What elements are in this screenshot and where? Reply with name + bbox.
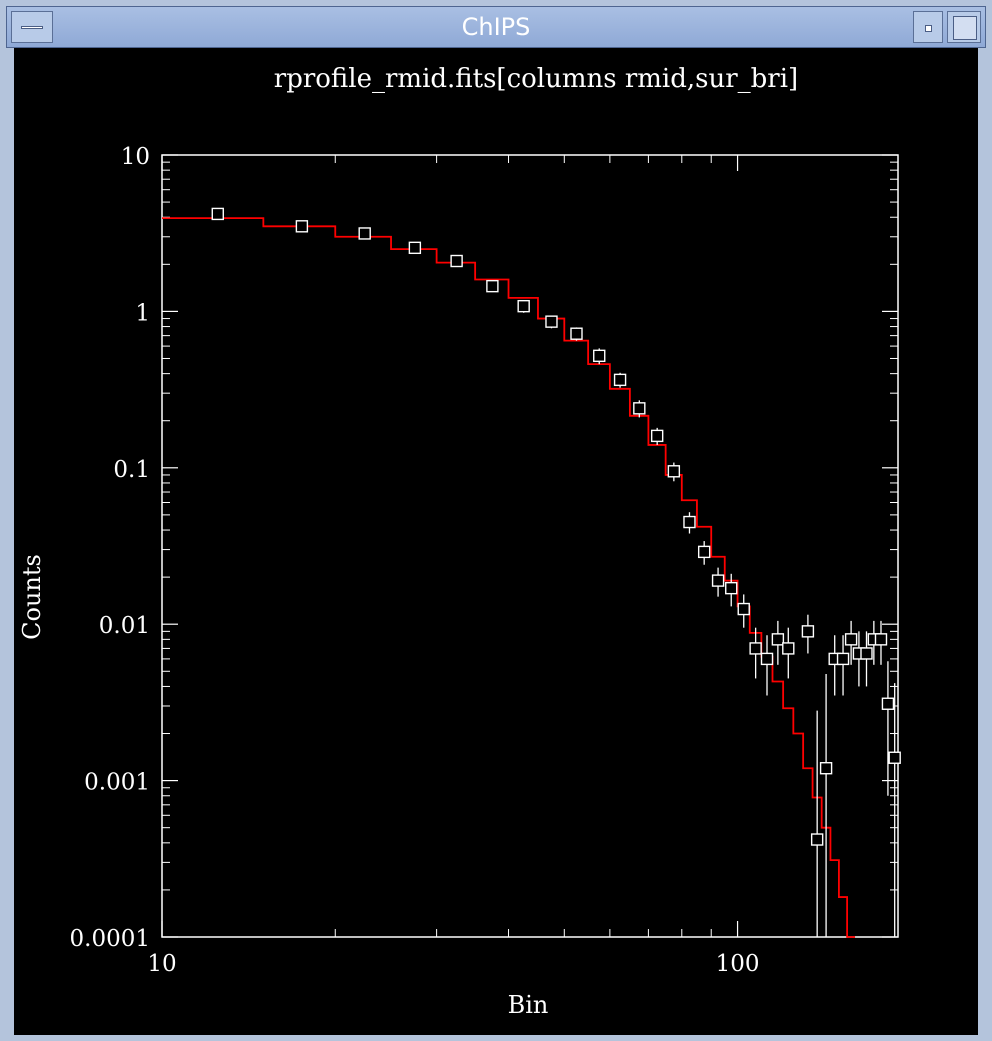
data-point-marker — [545, 315, 558, 328]
maximize-button[interactable] — [947, 11, 981, 43]
y-tick-label: 10 — [121, 144, 150, 170]
data-point-marker — [408, 241, 422, 255]
data-point-marker — [358, 227, 371, 240]
plot-frame — [161, 154, 899, 938]
chart-svg: rprofile_rmid.fits[columns rmid,sur_bri]… — [18, 64, 901, 1019]
data-point-marker — [819, 762, 833, 775]
data-point-marker — [683, 515, 696, 529]
data-point-marker — [749, 642, 762, 655]
data-point-marker — [760, 652, 774, 666]
data-point-marker — [888, 751, 901, 764]
y-axis-label: Counts — [18, 554, 46, 640]
data-point-marker — [782, 642, 795, 655]
data-point-marker — [836, 652, 850, 666]
title-bar[interactable]: ChIPS — [6, 6, 986, 48]
y-tick-label: 1 — [135, 300, 150, 326]
y-tick-label: 0.01 — [99, 613, 150, 639]
x-tick-label: 10 — [147, 951, 176, 977]
data-point-marker — [593, 349, 606, 363]
axes-group: 0.0001 0.001 0.01 0.1 1 10 10 100 — [70, 144, 899, 977]
data-point-marker — [450, 254, 463, 268]
chart-title: rprofile_rmid.fits[columns rmid,sur_bri] — [274, 64, 798, 94]
minimize-button[interactable] — [913, 11, 943, 43]
data-point-marker — [711, 574, 725, 587]
window-title: ChIPS — [461, 13, 531, 41]
data-point-marker — [801, 625, 815, 638]
data-point-marker — [725, 581, 738, 595]
data-point-marker — [517, 299, 530, 313]
data-point-marker — [771, 633, 785, 646]
x-tick-label: 100 — [716, 951, 760, 977]
data-point-marker — [633, 402, 646, 415]
y-tick-label: 0.0001 — [70, 926, 150, 952]
data-points-group — [211, 207, 901, 937]
minimize-icon — [925, 25, 932, 32]
window-menu-button[interactable] — [11, 11, 53, 43]
data-point-marker — [650, 429, 664, 443]
x-axis-label: Bin — [508, 991, 549, 1019]
data-point-marker — [697, 545, 711, 559]
data-point-marker — [881, 697, 895, 710]
data-point-marker — [613, 373, 627, 387]
y-tick-label: 0.001 — [84, 770, 150, 796]
data-point-marker — [570, 327, 583, 340]
plot-canvas: rprofile_rmid.fits[columns rmid,sur_bri]… — [14, 48, 978, 1035]
data-point-marker — [486, 279, 499, 293]
maximize-icon — [953, 16, 977, 40]
data-point-marker — [295, 220, 309, 233]
data-point-marker — [810, 833, 824, 846]
window-menu-icon — [21, 26, 43, 29]
data-point-marker — [874, 633, 888, 646]
data-point-marker — [844, 633, 858, 646]
data-point-marker — [211, 207, 224, 221]
data-point-marker — [737, 602, 750, 616]
y-tick-label: 0.1 — [113, 457, 150, 483]
model-step-line — [162, 217, 856, 938]
data-point-marker — [667, 465, 681, 478]
data-point-marker — [860, 647, 873, 660]
model-group — [162, 217, 856, 938]
